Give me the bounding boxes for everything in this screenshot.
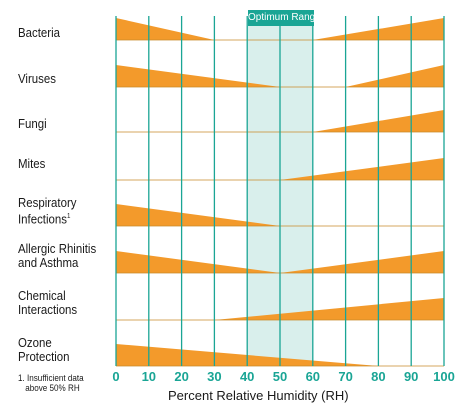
footnote-mark: 1	[66, 213, 71, 220]
label-viruses: Viruses	[18, 71, 56, 86]
label-fungi: Fungi	[18, 116, 47, 131]
series-area-allergic-rhinitis-and-asthma	[116, 251, 444, 273]
x-tick-50: 50	[272, 369, 288, 384]
footnote: 1. Insufficient data above 50% RH	[18, 373, 84, 393]
series-area-chemical-interactions	[214, 298, 444, 320]
x-tick-30: 30	[207, 369, 222, 384]
x-tick-80: 80	[371, 369, 386, 384]
x-tick-20: 20	[174, 369, 189, 384]
series-area-mites	[280, 158, 444, 180]
x-tick-100: 100	[433, 369, 455, 384]
x-tick-60: 60	[305, 369, 321, 384]
x-tick-90: 90	[403, 369, 419, 384]
label-ozone-protection: Ozone Protection	[18, 335, 70, 364]
series-area-bacteria	[116, 18, 444, 40]
optimum-range-label: Optimum Range	[248, 10, 314, 26]
x-axis-title: Percent Relative Humidity (RH)	[168, 388, 349, 403]
label-chemical-interactions: Chemical Interactions	[18, 288, 78, 317]
label-respiratory-infections: Respiratory Infections1	[18, 195, 77, 227]
series-area-viruses	[116, 65, 444, 87]
label-mites: Mites	[18, 156, 46, 171]
label-allergic-rhinitis: Allergic Rhinitis and Asthma	[18, 241, 97, 270]
x-tick-0: 0	[112, 369, 120, 384]
label-bacteria: Bacteria	[18, 25, 60, 40]
x-tick-40: 40	[239, 369, 255, 384]
x-tick-70: 70	[338, 369, 353, 384]
series-area-respiratory-infections	[116, 204, 280, 226]
x-tick-10: 10	[141, 369, 157, 384]
